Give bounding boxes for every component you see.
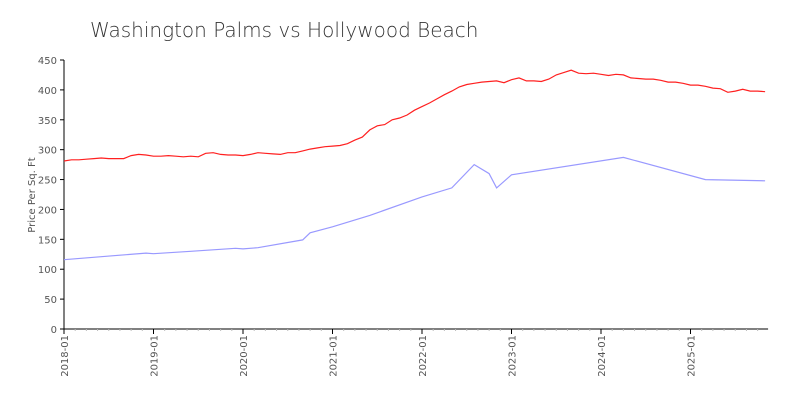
y-tick-label: 250 <box>38 176 57 187</box>
y-tick-label: 50 <box>44 295 57 306</box>
x-tick-label: 2018-01 <box>60 335 71 377</box>
blue-series-line <box>63 156 766 261</box>
y-tick-label: 0 <box>51 325 57 336</box>
x-tick-label: 2021-01 <box>329 335 340 377</box>
red-series-line <box>63 69 766 162</box>
y-tick-label: 100 <box>38 265 57 276</box>
y-tick-label: 150 <box>38 235 57 246</box>
y-tick-label: 450 <box>38 56 57 67</box>
x-tick-label: 2020-01 <box>239 335 250 377</box>
y-tick-label: 300 <box>38 146 57 157</box>
x-tick-label: 2019-01 <box>150 335 161 377</box>
y-tick-label: 200 <box>38 205 57 216</box>
x-tick-label: 2022-01 <box>418 335 429 377</box>
x-tick-label: 2024-01 <box>597 335 608 377</box>
y-tick-label: 400 <box>38 86 57 97</box>
y-axis-label: Price Per Sq. Ft <box>27 157 38 232</box>
chart-title: Washington Palms vs Hollywood Beach <box>90 18 478 42</box>
y-tick-label: 350 <box>38 116 57 127</box>
x-tick-label: 2023-01 <box>508 335 519 377</box>
x-tick-label: 2025-01 <box>687 335 698 377</box>
